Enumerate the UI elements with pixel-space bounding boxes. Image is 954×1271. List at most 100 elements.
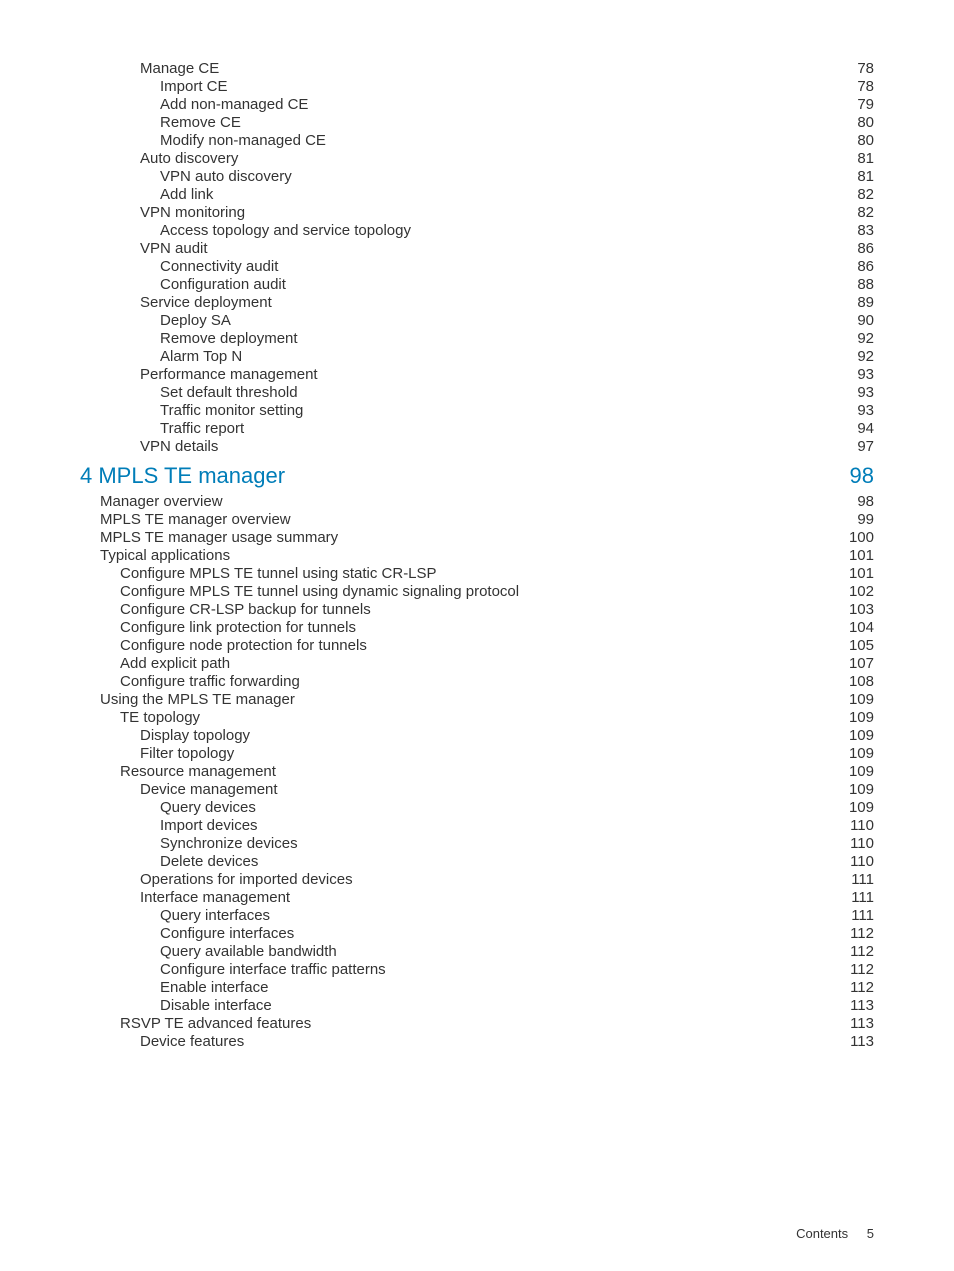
toc-entry-label: Import CE xyxy=(160,78,228,95)
toc-entry-label: Performance management xyxy=(140,366,318,383)
toc-entry[interactable]: Add explicit path107 xyxy=(80,655,874,672)
toc-entry-page: 86 xyxy=(857,258,874,275)
toc-entry-label: Query interfaces xyxy=(160,907,270,924)
toc-entry-label: Configuration audit xyxy=(160,276,286,293)
toc-entry[interactable]: Configure node protection for tunnels105 xyxy=(80,637,874,654)
toc-entry-page: 80 xyxy=(857,114,874,131)
toc-entry[interactable]: VPN audit86 xyxy=(80,240,874,257)
toc-entry-page: 82 xyxy=(857,186,874,203)
toc-entry[interactable]: Add non-managed CE79 xyxy=(80,96,874,113)
toc-entry[interactable]: Set default threshold93 xyxy=(80,384,874,401)
toc-entry[interactable]: Manager overview98 xyxy=(80,493,874,510)
toc-entry[interactable]: TE topology109 xyxy=(80,709,874,726)
toc-entry[interactable]: Using the MPLS TE manager109 xyxy=(80,691,874,708)
toc-entry[interactable]: Configure CR-LSP backup for tunnels103 xyxy=(80,601,874,618)
toc-entry[interactable]: Device features 113 xyxy=(80,1033,874,1050)
toc-entry[interactable]: VPN details97 xyxy=(80,438,874,455)
toc-entry-page: 109 xyxy=(849,727,874,744)
toc-entry[interactable]: Configure interface traffic patterns 112 xyxy=(80,961,874,978)
toc-entry-label: Delete devices xyxy=(160,853,258,870)
toc-entry[interactable]: Alarm Top N 92 xyxy=(80,348,874,365)
toc-entry-page: 103 xyxy=(849,601,874,618)
toc-entry-label: RSVP TE advanced features xyxy=(120,1015,311,1032)
toc-entry-page: 92 xyxy=(857,348,874,365)
toc-entry[interactable]: Service deployment89 xyxy=(80,294,874,311)
toc-entry-label: Configure traffic forwarding xyxy=(120,673,300,690)
toc-entry-page: 92 xyxy=(857,330,874,347)
toc-entry-page: 111 xyxy=(851,889,874,906)
toc-entry[interactable]: MPLS TE manager usage summary100 xyxy=(80,529,874,546)
toc-entry[interactable]: RSVP TE advanced features113 xyxy=(80,1015,874,1032)
toc-entry-label: Filter topology xyxy=(140,745,234,762)
toc-entry[interactable]: Synchronize devices110 xyxy=(80,835,874,852)
toc-entry-page: 98 xyxy=(857,493,874,510)
toc-entry-label: Resource management xyxy=(120,763,276,780)
toc-entry-page: 109 xyxy=(849,745,874,762)
toc-entry[interactable]: Deploy SA 90 xyxy=(80,312,874,329)
toc-entry[interactable]: Configuration audit88 xyxy=(80,276,874,293)
toc-entry[interactable]: VPN monitoring 82 xyxy=(80,204,874,221)
toc-entry-page: 80 xyxy=(857,132,874,149)
toc-entry[interactable]: MPLS TE manager overview99 xyxy=(80,511,874,528)
toc-entry[interactable]: Resource management109 xyxy=(80,763,874,780)
toc-entry-label: Deploy SA xyxy=(160,312,231,329)
toc-entry-page: 111 xyxy=(851,907,874,924)
toc-entry-label: Auto discovery xyxy=(140,150,238,167)
toc-entry-page: 83 xyxy=(857,222,874,239)
toc-entry-label: VPN details xyxy=(140,438,218,455)
toc-entry-label: Using the MPLS TE manager xyxy=(100,691,295,708)
toc-entry[interactable]: Add link82 xyxy=(80,186,874,203)
toc-entry[interactable]: Operations for imported devices111 xyxy=(80,871,874,888)
toc-entry[interactable]: Device management109 xyxy=(80,781,874,798)
toc-entry-label: Device features xyxy=(140,1033,244,1050)
toc-entry[interactable]: Query interfaces 111 xyxy=(80,907,874,924)
toc-entry[interactable]: Modify non-managed CE80 xyxy=(80,132,874,149)
toc-entry[interactable]: VPN auto discovery81 xyxy=(80,168,874,185)
toc-entry[interactable]: Connectivity audit86 xyxy=(80,258,874,275)
toc-entry[interactable]: Performance management93 xyxy=(80,366,874,383)
toc-entry[interactable]: Interface management111 xyxy=(80,889,874,906)
toc-entry[interactable]: Import CE 78 xyxy=(80,78,874,95)
toc-entry[interactable]: Configure MPLS TE tunnel using static CR… xyxy=(80,565,874,582)
toc-entry-page: 112 xyxy=(850,961,874,978)
toc-entry-page: 90 xyxy=(857,312,874,329)
toc-entry[interactable]: Manage CE78 xyxy=(80,60,874,77)
toc-entry[interactable]: Import devices110 xyxy=(80,817,874,834)
toc-entry[interactable]: Display topology109 xyxy=(80,727,874,744)
toc-entry-label: Traffic report xyxy=(160,420,244,437)
toc-entry[interactable]: Configure interfaces112 xyxy=(80,925,874,942)
toc-entry[interactable]: 4 MPLS TE manager98 xyxy=(80,463,874,489)
toc-entry[interactable]: Query available bandwidth112 xyxy=(80,943,874,960)
toc-entry-page: 113 xyxy=(850,1033,874,1050)
toc-entry[interactable]: Configure MPLS TE tunnel using dynamic s… xyxy=(80,583,874,600)
toc-entry[interactable]: Filter topology 109 xyxy=(80,745,874,762)
toc-entry-label: VPN monitoring xyxy=(140,204,245,221)
toc-entry[interactable]: Disable interface113 xyxy=(80,997,874,1014)
toc-entry[interactable]: Typical applications101 xyxy=(80,547,874,564)
toc-entry[interactable]: Traffic monitor setting93 xyxy=(80,402,874,419)
toc-entry-page: 104 xyxy=(849,619,874,636)
toc-entry-label: Set default threshold xyxy=(160,384,298,401)
toc-entry-label: Configure interface traffic patterns xyxy=(160,961,386,978)
toc-entry[interactable]: Query devices109 xyxy=(80,799,874,816)
toc-entry[interactable]: Remove deployment 92 xyxy=(80,330,874,347)
toc-entry[interactable]: Enable interface112 xyxy=(80,979,874,996)
toc-entry-label: Remove deployment xyxy=(160,330,298,347)
toc-entry-label: MPLS TE manager usage summary xyxy=(100,529,338,546)
toc-entry[interactable]: Remove CE80 xyxy=(80,114,874,131)
toc-entry[interactable]: Auto discovery81 xyxy=(80,150,874,167)
toc-entry-page: 112 xyxy=(850,943,874,960)
toc-entry-page: 82 xyxy=(857,204,874,221)
toc-entry-page: 102 xyxy=(849,583,874,600)
toc-entry-page: 109 xyxy=(849,799,874,816)
toc-entry-label: Alarm Top N xyxy=(160,348,242,365)
toc-entry-label: Configure MPLS TE tunnel using static CR… xyxy=(120,565,437,582)
toc-entry-page: 78 xyxy=(857,78,874,95)
toc-entry-page: 105 xyxy=(849,637,874,654)
toc-entry[interactable]: Configure link protection for tunnels104 xyxy=(80,619,874,636)
toc-entry[interactable]: Configure traffic forwarding108 xyxy=(80,673,874,690)
toc-entry[interactable]: Delete devices110 xyxy=(80,853,874,870)
toc-entry[interactable]: Access topology and service topology83 xyxy=(80,222,874,239)
toc-entry[interactable]: Traffic report 94 xyxy=(80,420,874,437)
toc-entry-page: 94 xyxy=(857,420,874,437)
